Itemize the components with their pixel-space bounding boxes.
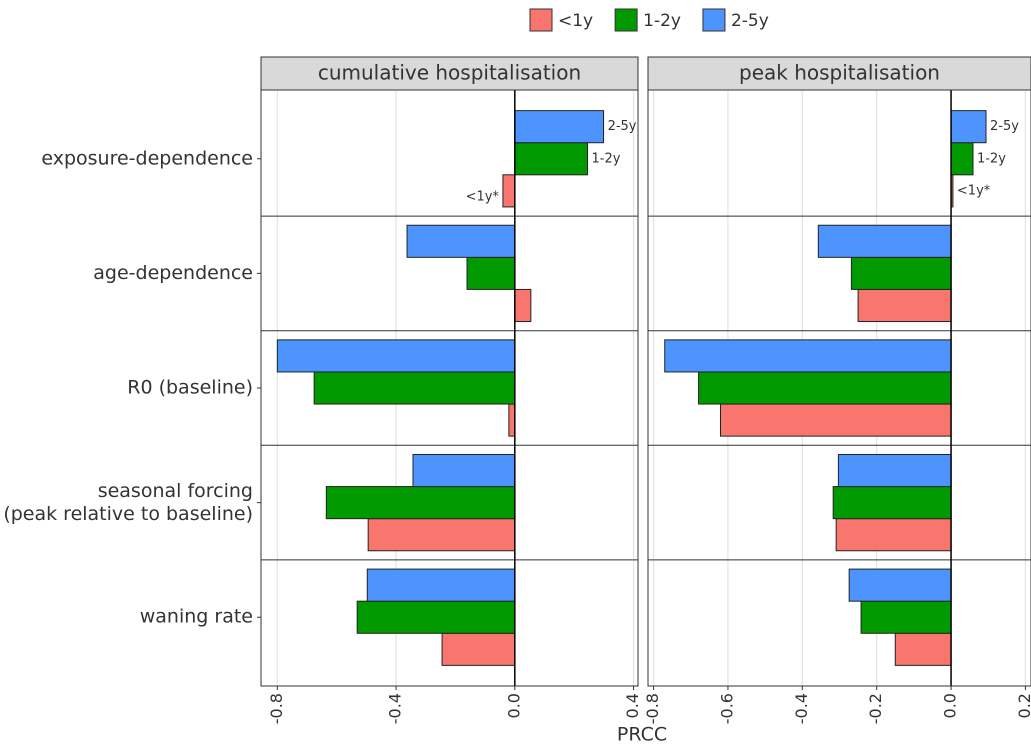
bar <box>950 142 974 176</box>
facet-strip <box>260 56 639 91</box>
bar <box>313 371 516 405</box>
bar <box>356 600 516 634</box>
x-tick-label: -0.8 <box>267 693 286 724</box>
panel-border <box>647 89 1031 687</box>
bar <box>817 224 952 258</box>
bar <box>720 403 952 437</box>
x-tick-label: 0.4 <box>623 693 642 718</box>
legend-swatch <box>529 8 553 32</box>
y-tick-label: waning rate <box>140 606 253 628</box>
bar <box>698 371 952 405</box>
facet-title: cumulative hospitalisation <box>318 61 581 85</box>
x-tick-label: 0.2 <box>1015 693 1031 718</box>
x-tick-label: -0.4 <box>386 693 405 724</box>
x-tick-label: -0.6 <box>717 693 736 724</box>
x-tick-label: -0.2 <box>866 693 885 724</box>
bar-annotation: <1y* <box>957 183 991 198</box>
bar <box>835 518 952 552</box>
bar <box>466 256 516 290</box>
legend-label: 2-5y <box>731 11 769 31</box>
bar-annotation: 2-5y <box>990 119 1019 134</box>
bar-annotation: <1y* <box>466 189 500 204</box>
bar <box>366 568 516 602</box>
y-tick-label: seasonal forcing (peak relative to baseli… <box>3 480 253 525</box>
bar <box>857 288 952 323</box>
facet-title: peak hospitalisation <box>739 61 940 85</box>
bar <box>441 632 516 666</box>
x-tick-label: -0.8 <box>643 693 662 724</box>
y-tick-label: age-dependence <box>93 262 253 284</box>
bar-annotation: 1-2y <box>592 151 621 166</box>
x-tick-label: 0.0 <box>941 693 960 718</box>
bar <box>514 142 589 176</box>
facet-strip <box>647 56 1031 91</box>
bar <box>276 339 516 373</box>
bar <box>508 403 516 437</box>
bar-annotation: 1-2y <box>977 151 1006 166</box>
bar <box>514 110 605 144</box>
bar <box>837 453 952 488</box>
x-tick-label: -0.4 <box>792 693 811 724</box>
bar <box>664 339 952 373</box>
x-axis-title: PRCC <box>617 724 667 746</box>
bar <box>894 632 952 666</box>
bar <box>325 486 516 520</box>
bar-annotation: 2-5y <box>608 119 637 134</box>
legend-swatch <box>614 8 638 32</box>
bar <box>850 256 952 290</box>
bar <box>832 486 952 520</box>
y-tick-label: R0 (baseline) <box>127 377 253 399</box>
legend-label: <1y <box>558 11 593 31</box>
y-tick-label: exposure-dependence <box>41 147 253 169</box>
bar <box>514 288 532 323</box>
legend-label: 1-2y <box>643 11 681 31</box>
bar <box>412 453 516 488</box>
bar <box>848 568 952 602</box>
bar <box>367 518 516 552</box>
x-tick-label: 0.0 <box>504 693 523 718</box>
bar <box>860 600 952 634</box>
legend-swatch <box>702 8 726 32</box>
bar <box>950 110 987 144</box>
bar <box>502 174 516 208</box>
bar <box>406 224 516 258</box>
